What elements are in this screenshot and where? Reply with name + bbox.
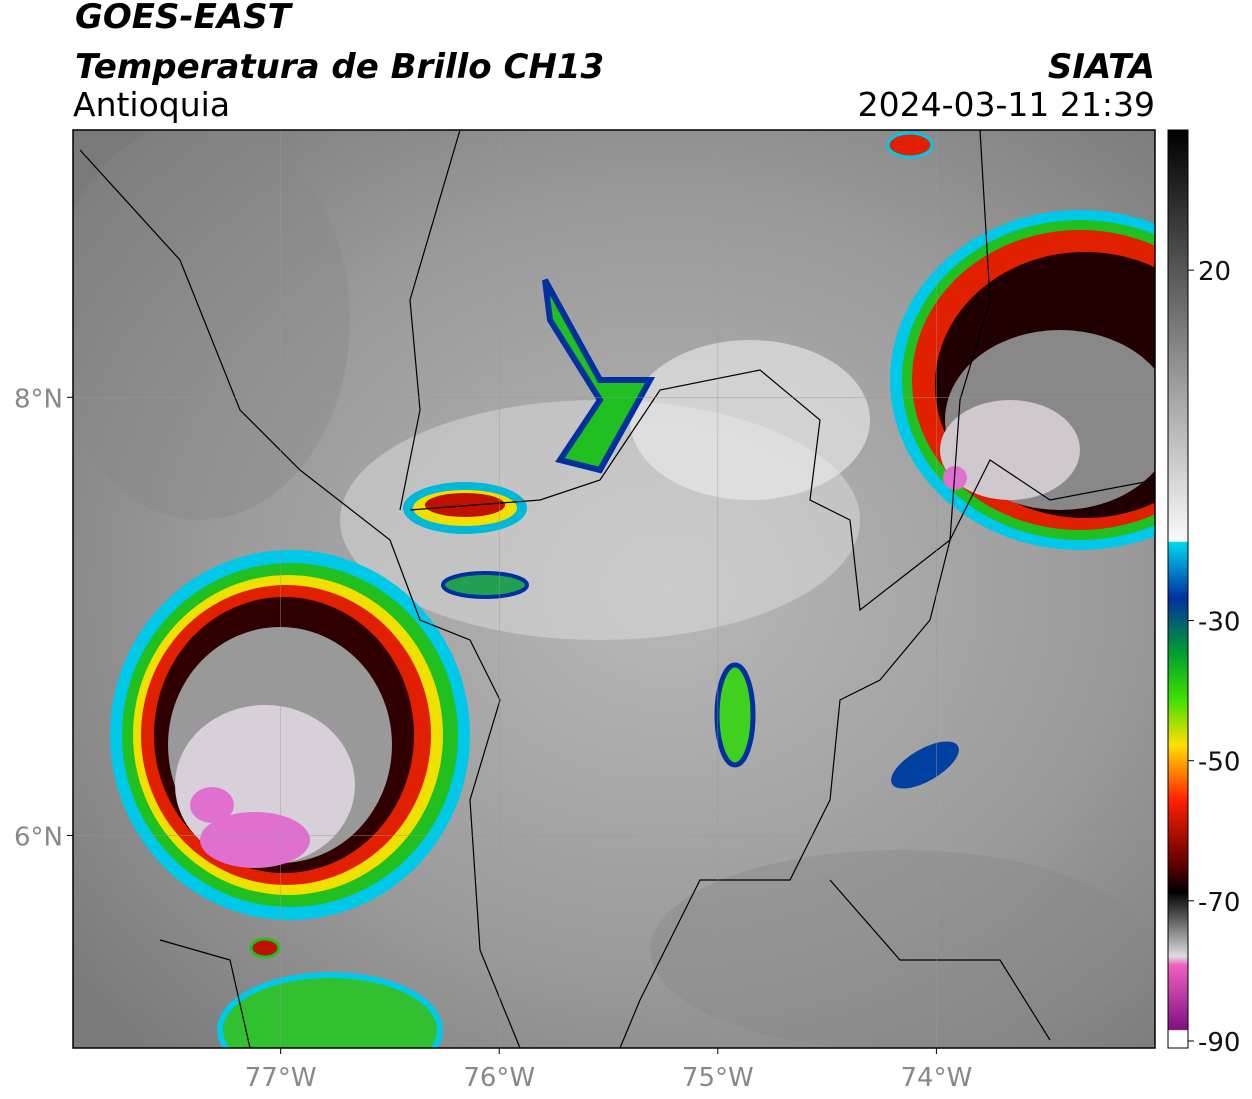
source: SIATA <box>1048 47 1155 87</box>
graticule <box>73 130 1155 1048</box>
colorbar-tick-label: -70 <box>1198 888 1240 918</box>
lat-tick-label: 8°N <box>14 384 63 414</box>
lon-tick-label: 74°W <box>901 1063 973 1093</box>
subtitle: Temperatura de Brillo CH13 <box>75 47 604 87</box>
title: GOES-EAST <box>75 0 294 37</box>
map-frame <box>72 129 1156 1049</box>
colorbar-tick-label: -30 <box>1198 608 1240 638</box>
colorbar-tick-label: 20 <box>1198 257 1231 287</box>
lon-tick-label: 77°W <box>245 1063 317 1093</box>
region: Antioquia <box>73 85 230 124</box>
satellite-image <box>73 130 1155 1048</box>
colorbar <box>1167 129 1189 1049</box>
colorbar-tick-label: -50 <box>1198 748 1240 778</box>
lon-tick-label: 76°W <box>463 1063 535 1093</box>
lon-tick-label: 75°W <box>682 1063 754 1093</box>
colorbar-tick-label: -90 <box>1198 1028 1240 1058</box>
datetime: 2024-03-11 21:39 <box>858 85 1155 124</box>
lat-tick-label: 6°N <box>14 822 63 852</box>
